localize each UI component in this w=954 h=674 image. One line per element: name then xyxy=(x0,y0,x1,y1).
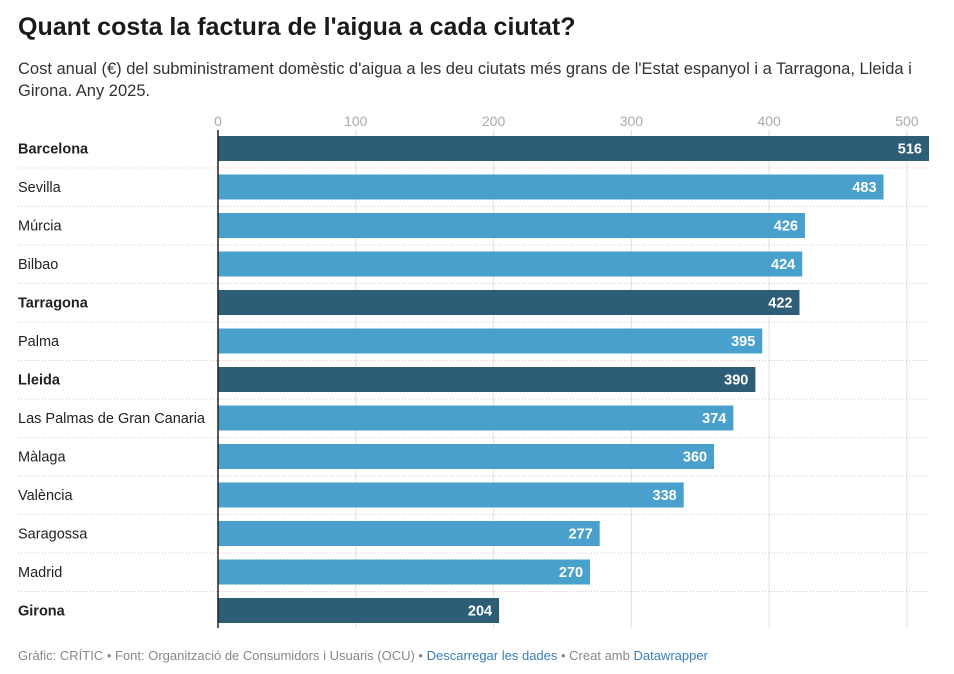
value-label: 516 xyxy=(898,142,922,158)
value-label: 422 xyxy=(768,296,792,312)
category-label: Palma xyxy=(18,334,60,350)
bar-palma xyxy=(218,328,763,354)
category-label: Girona xyxy=(18,604,66,620)
category-label: Bilbao xyxy=(18,257,58,273)
category-label: Lleida xyxy=(18,373,61,389)
value-label: 360 xyxy=(683,450,707,466)
x-tick-label-200: 200 xyxy=(482,113,506,129)
bar-m-laga xyxy=(218,444,715,469)
category-label: Sevilla xyxy=(18,180,62,196)
x-tick-label-100: 100 xyxy=(344,113,368,129)
download-data-link[interactable]: Descarregar les dades xyxy=(426,648,558,663)
category-label: Màlaga xyxy=(18,450,66,466)
value-label: 426 xyxy=(774,219,798,235)
x-tick-label-300: 300 xyxy=(620,113,644,129)
bar-chart: 0 100 200 300 400 500 Barcelona 516 Sevilla 483 Mú… xyxy=(18,113,929,628)
category-label: València xyxy=(18,488,73,504)
chart-subtitle: Cost anual (€) del subministrament domès… xyxy=(18,60,912,100)
bar-tarragona xyxy=(218,290,800,315)
category-label: Las Palmas de Gran Canaria xyxy=(18,411,206,427)
value-label: 270 xyxy=(559,565,583,581)
bar-m-rcia xyxy=(218,213,805,238)
category-label: Madrid xyxy=(18,565,62,581)
bar-saragossa xyxy=(218,521,600,546)
x-tick-label-500: 500 xyxy=(895,113,919,129)
category-label: Barcelona xyxy=(18,142,89,158)
bar-bilbao xyxy=(218,251,803,277)
value-label: 483 xyxy=(852,180,876,196)
category-label: Saragossa xyxy=(18,527,88,543)
value-label: 204 xyxy=(468,604,492,620)
value-label: 424 xyxy=(771,257,795,273)
bar-las-palmas-de-gran-canaria xyxy=(218,405,734,431)
value-label: 374 xyxy=(702,411,726,427)
bar-sevilla xyxy=(218,174,884,200)
category-label: Tarragona xyxy=(18,296,89,312)
value-label: 338 xyxy=(653,488,677,504)
datawrapper-link[interactable]: Datawrapper xyxy=(633,648,708,663)
bar-girona xyxy=(218,598,500,623)
x-tick-label-400: 400 xyxy=(757,113,781,129)
x-tick-label-0: 0 xyxy=(214,113,222,129)
bar-barcelona xyxy=(218,136,929,161)
bar-lleida xyxy=(218,367,756,392)
chart-title: Quant costa la factura de l'aigua a cada… xyxy=(18,13,576,41)
value-label: 390 xyxy=(724,373,748,389)
bar-val-ncia xyxy=(218,482,684,508)
footer: Gràfic: CRÍTIC • Font: Organització de C… xyxy=(18,648,708,663)
bar-madrid xyxy=(218,559,591,585)
value-label: 277 xyxy=(568,527,592,543)
category-label: Múrcia xyxy=(18,219,62,235)
footer-credits: Gràfic: CRÍTIC • Font: Organització de C… xyxy=(18,648,427,663)
value-label: 395 xyxy=(731,334,755,350)
footer-created-with: • Creat amb xyxy=(557,648,634,663)
